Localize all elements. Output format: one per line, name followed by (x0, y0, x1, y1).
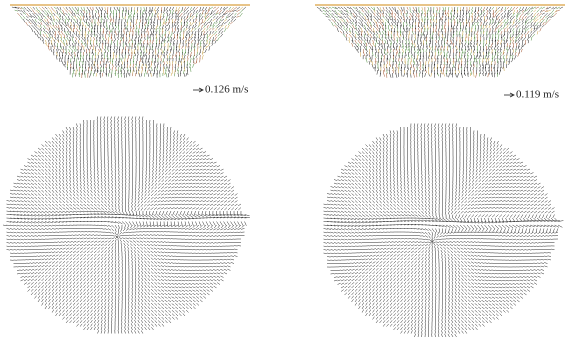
panel-left: 0.126 m/s (193, 84, 248, 96)
velocity-vectors (324, 124, 564, 338)
velocity-vectors (326, 7, 560, 78)
velocity-vectors (317, 7, 563, 78)
velocity-vectors (3, 117, 250, 334)
scale-label: 0.126 m/s (205, 84, 248, 96)
velocity-vectors (30, 7, 243, 77)
panel-right: 0.119 m/s (504, 89, 559, 101)
figure: 0.126 m/s 0.119 m/s (0, 0, 570, 340)
scale-label: 0.119 m/s (516, 89, 559, 101)
